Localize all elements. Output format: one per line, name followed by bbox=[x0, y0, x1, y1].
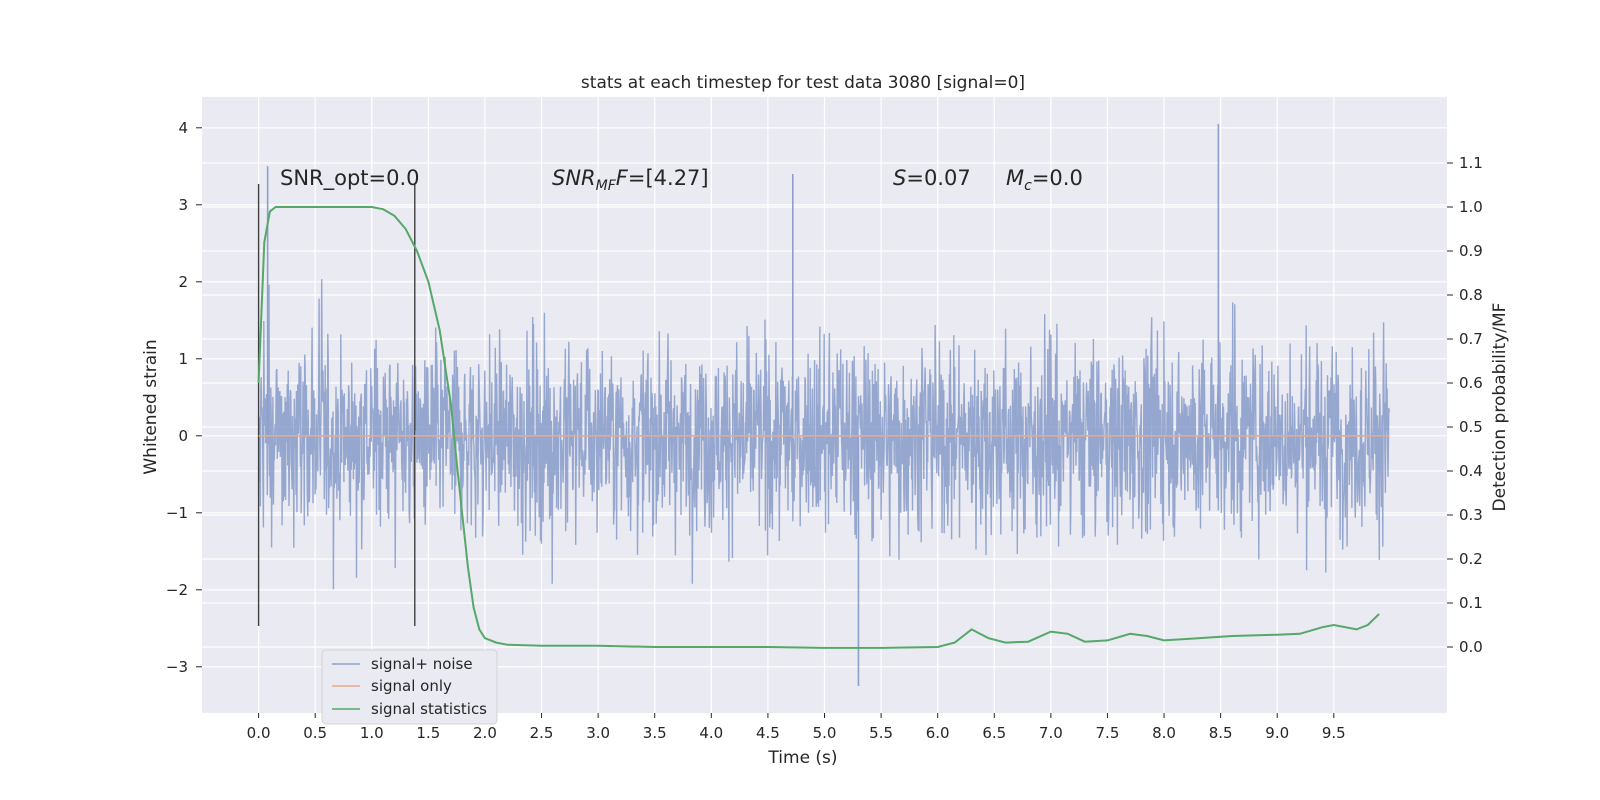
x-tick-label: 7.0 bbox=[1039, 724, 1063, 742]
y2-tick-label: 0.3 bbox=[1459, 506, 1483, 524]
x-tick-label: 3.0 bbox=[586, 724, 610, 742]
x-tick-label: 0.5 bbox=[303, 724, 327, 742]
x-tick-label: 6.5 bbox=[982, 724, 1006, 742]
mc-value: =0.0 bbox=[1032, 166, 1083, 190]
signal-statistics-line bbox=[257, 206, 1380, 649]
ticks: 0.0 0.5 1.0 1.5 2.0 2.5 3.0 3.5 4.0 4.5 5.0 5.5 6.0 6… bbox=[166, 119, 1483, 742]
x-tick-label: 7.5 bbox=[1096, 724, 1120, 742]
y2-tick-label: 0.5 bbox=[1459, 418, 1483, 436]
legend-label-signal-noise: signal+ noise bbox=[371, 655, 473, 673]
x-tick-label: 8.5 bbox=[1209, 724, 1233, 742]
y-tick-label: −1 bbox=[166, 504, 188, 522]
s-value: =0.07 bbox=[906, 166, 970, 190]
snr-mf-annotation: SNRMFF=[4.27] bbox=[552, 166, 709, 194]
y2-tick-label: 0.2 bbox=[1459, 550, 1483, 568]
y-tick-label: 2 bbox=[178, 273, 188, 291]
x-tick-label: 1.5 bbox=[416, 724, 440, 742]
y2-tick-label: 0.6 bbox=[1459, 374, 1483, 392]
x-tick-label: 6.0 bbox=[926, 724, 950, 742]
signal-noise-series bbox=[257, 123, 1390, 687]
y-tick-label: 4 bbox=[178, 119, 188, 137]
snr-mf-var: SNR bbox=[552, 166, 596, 190]
legend-label-signal-only: signal only bbox=[371, 677, 452, 695]
y2-tick-label: 0.8 bbox=[1459, 286, 1483, 304]
x-tick-label: 3.5 bbox=[643, 724, 667, 742]
signal-statistics-series bbox=[257, 206, 1380, 649]
chart-title: stats at each timestep for test data 308… bbox=[581, 73, 1025, 93]
y2-tick-label: 1.0 bbox=[1459, 198, 1483, 216]
x-tick-label: 9.5 bbox=[1322, 724, 1346, 742]
y-tick-label: 1 bbox=[178, 350, 188, 368]
x-tick-label: 2.5 bbox=[530, 724, 554, 742]
snr-mf-value: =[4.27] bbox=[628, 166, 709, 190]
x-tick-label: 5.0 bbox=[813, 724, 837, 742]
mc-sub: c bbox=[1024, 178, 1032, 194]
y-tick-label: −3 bbox=[166, 658, 188, 676]
x-tick-label: 0.0 bbox=[247, 724, 271, 742]
mc-annotation: Mc=0.0 bbox=[1006, 166, 1083, 194]
snr-opt-annotation: SNR_opt=0.0 bbox=[280, 166, 420, 191]
y2-tick-label: 0.4 bbox=[1459, 462, 1483, 480]
s-annotation: S=0.07 bbox=[893, 166, 971, 190]
signal-noise-line bbox=[257, 279, 1390, 590]
y2-tick-label: 0.0 bbox=[1459, 638, 1483, 656]
x-tick-label: 4.0 bbox=[699, 724, 723, 742]
snr-mf-f: F bbox=[616, 166, 629, 190]
x-tick-label: 4.5 bbox=[756, 724, 780, 742]
y2-tick-label: 0.7 bbox=[1459, 330, 1483, 348]
marker-lines bbox=[257, 184, 416, 626]
snr-mf-sub: MF bbox=[596, 178, 617, 194]
x-tick-label: 5.5 bbox=[869, 724, 893, 742]
y-tick-label: 0 bbox=[178, 427, 188, 445]
y-axis-label: Whitened strain bbox=[141, 339, 161, 474]
legend: signal+ noise signal only signal statist… bbox=[321, 649, 498, 725]
y2-axis-label: Detection probability/MF bbox=[1490, 303, 1510, 512]
x-tick-label: 2.0 bbox=[473, 724, 497, 742]
legend-label-signal-statistics: signal statistics bbox=[371, 700, 487, 718]
x-tick-label: 9.0 bbox=[1265, 724, 1289, 742]
x-axis-label: Time (s) bbox=[767, 748, 837, 768]
y2-tick-label: 0.9 bbox=[1459, 242, 1483, 260]
mc-var: M bbox=[1006, 166, 1024, 190]
y-tick-label: −2 bbox=[166, 581, 188, 599]
x-tick-label: 8.0 bbox=[1152, 724, 1176, 742]
y2-tick-label: 0.1 bbox=[1459, 594, 1483, 612]
x-tick-label: 1.0 bbox=[360, 724, 384, 742]
s-var: S bbox=[893, 166, 906, 190]
legend-box bbox=[321, 649, 498, 725]
y-tick-label: 3 bbox=[178, 196, 188, 214]
y2-tick-label: 1.1 bbox=[1459, 154, 1483, 172]
